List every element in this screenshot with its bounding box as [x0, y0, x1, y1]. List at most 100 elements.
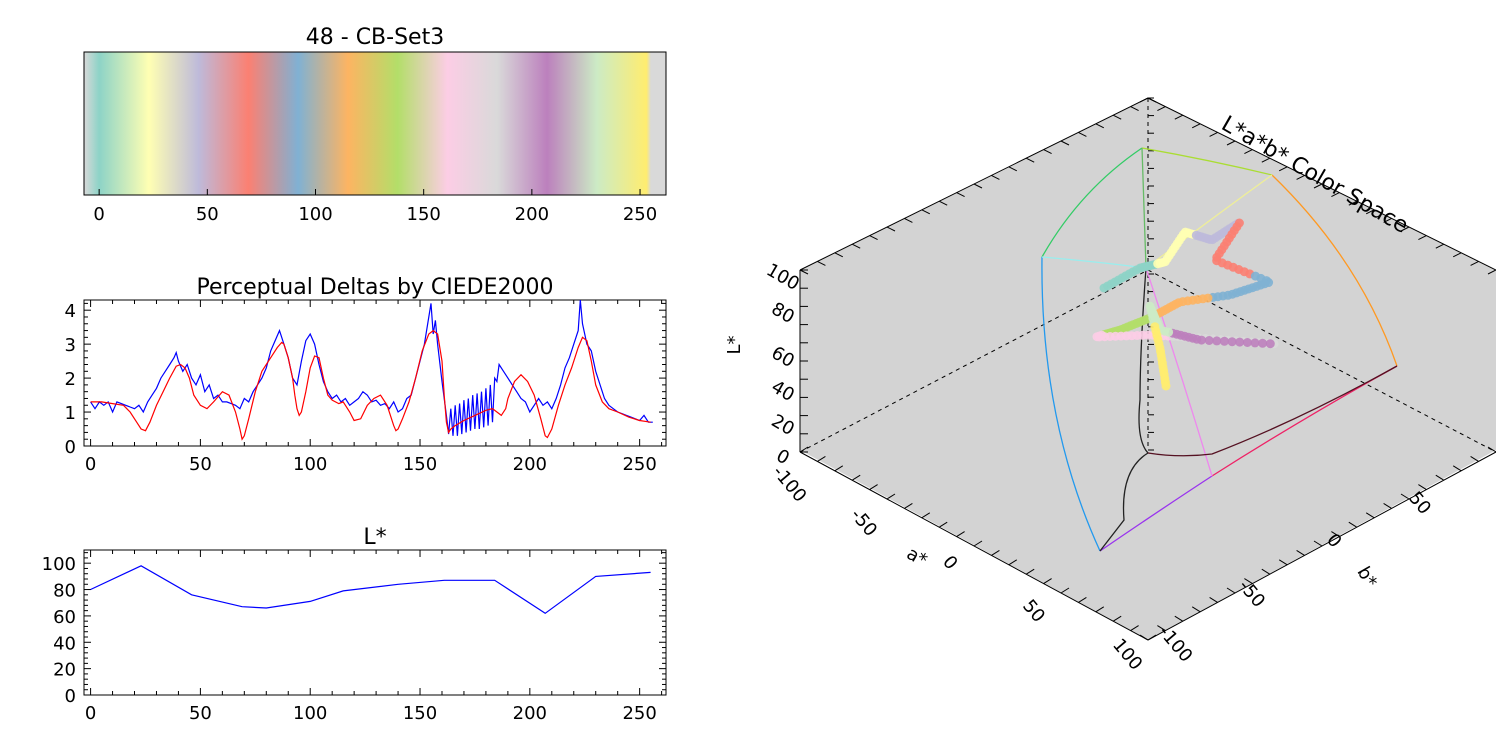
lightness-series: [90, 565, 651, 615]
lab-bottom-left-tick: [851, 474, 861, 481]
lightness-x-tick-label: 0: [85, 703, 96, 724]
lab-top-right-tick: [1174, 114, 1184, 120]
lab-colormap-points: [1092, 218, 1279, 391]
lab-bottom-right-tick: [1400, 493, 1410, 500]
a-tick-label: 100: [1108, 635, 1146, 675]
lab-bottom-left-tick: [886, 493, 896, 500]
lab-bottom-left-tick: [1147, 634, 1157, 641]
lab-3d-panel: L*a*b* Color Space L* a* b* 020406080100…: [724, 97, 1496, 675]
gamut-edge-cyan-blue: [1041, 256, 1101, 552]
lab-bottom-left-tick: [921, 512, 931, 519]
lab-bottom-right-tick: [1487, 446, 1496, 453]
delta-x-tick-label: 100: [293, 454, 327, 475]
delta-y-tick-label: 4: [65, 301, 76, 322]
lab-top-left-tick: [851, 243, 861, 249]
lightness-x-tick-label: 150: [403, 703, 437, 724]
lab-bottom-right-tick: [1365, 512, 1375, 519]
delta-chart-title: Perceptual Deltas by CIEDE2000: [196, 275, 553, 300]
lightness-x-tick-label: 200: [513, 703, 547, 724]
lab-bottom-right-tick: [1157, 625, 1166, 632]
lab-bottom-left-tick: [1130, 625, 1139, 632]
lab-top-right-tick: [1487, 269, 1496, 275]
lab-bottom-left-tick: [799, 446, 809, 453]
lab-bottom-left-tick: [1008, 559, 1018, 566]
colorbar-x-axis: 0 50 100 150 200 250: [93, 189, 657, 225]
lab-bottom-right-tick: [1470, 455, 1479, 462]
lab-bottom-right-tick: [1313, 540, 1323, 547]
lab-bottom-left-tick: [904, 502, 913, 509]
lab-point: [1219, 336, 1229, 346]
lab-top-left-tick: [921, 209, 931, 215]
a-tick-label: -100: [768, 462, 810, 507]
lab-bottom-left-tick: [1095, 606, 1105, 613]
delta-x-tick-label: 250: [622, 454, 656, 475]
lab-top-left-tick: [1008, 166, 1018, 172]
lightness-chart-title: L*: [363, 525, 386, 550]
lab-top-left-tick: [956, 192, 965, 198]
lab-top-right-tick: [1452, 252, 1462, 258]
lab-point: [1204, 336, 1214, 345]
lab-top-right-tick: [1226, 140, 1236, 146]
lab-bottom-right-tick: [1435, 474, 1445, 481]
lab-top-left-tick: [1043, 149, 1052, 155]
lab-top-right-tick: [1348, 200, 1358, 206]
lightness-y-tick-label: 40: [53, 633, 76, 654]
lab-bottom-left-tick: [991, 549, 1000, 556]
lab-top-right-tick: [1157, 106, 1166, 112]
lab-bottom-left-tick: [973, 540, 983, 547]
colorbar-x-tick-label: 0: [93, 204, 104, 225]
lab-bottom-right-tick: [1418, 484, 1427, 491]
gamut-edge-blue-magenta: [1099, 475, 1213, 552]
gamut-edge-yellow-red: [1271, 174, 1398, 367]
lab-bottom-left-tick: [817, 455, 826, 462]
a-tick-label: -50: [846, 505, 881, 541]
a-axis-label: a*: [903, 543, 931, 571]
b-axis-label: b*: [1353, 563, 1381, 591]
delta-panel: Perceptual Deltas by CIEDE2000 0 50 100 150…: [65, 275, 667, 475]
colorbar-title: 48 - CB-Set3: [306, 25, 444, 50]
lightness-x-tick-label: 250: [622, 703, 656, 724]
lightness-series-line-0: [90, 565, 651, 615]
delta-axes: 0 50 100 150 200 250 0 1 2 3 4: [65, 300, 666, 475]
delta-y-tick-label: 3: [65, 335, 76, 356]
lab-top-right-tick: [1261, 157, 1271, 163]
lab-top-left-tick: [1147, 97, 1157, 103]
delta-x-tick-label: 50: [189, 454, 212, 475]
lightness-y-tick-label: 20: [53, 660, 76, 681]
lab-top-right-tick: [1418, 235, 1427, 241]
lab-top-left-tick: [991, 174, 1000, 180]
lab-bottom-right-tick: [1331, 531, 1340, 538]
lightness-axes: 0 50 100 150 200 250 0 20 40 60 80 100: [42, 550, 666, 724]
lab-top-right-tick: [1470, 260, 1479, 266]
lab-bottom-left-tick: [834, 465, 844, 472]
lab-bottom-left-tick: [1112, 615, 1122, 622]
l-tick-label: 100: [763, 260, 803, 295]
lightness-x-tick-label: 100: [293, 703, 327, 724]
colorbar-gradient: [83, 51, 667, 196]
lightness-y-tick-label: 100: [42, 554, 76, 575]
delta-x-tick-label: 200: [513, 454, 547, 475]
lab-bottom-right-tick: [1383, 502, 1392, 509]
lab-top-right-tick: [1244, 149, 1253, 155]
lab-top-right-tick: [1400, 226, 1410, 232]
colorbar-panel: 48 - CB-Set3 0 50 100 150 200 250: [83, 25, 667, 225]
lab-bottom-right-tick: [1226, 587, 1236, 594]
lab-top-right-tick: [1278, 166, 1288, 172]
delta-series: [90, 299, 653, 441]
lightness-y-tick-label: 60: [53, 607, 76, 628]
lab-top-left-tick: [1060, 140, 1070, 146]
a-tick-label: 50: [1018, 596, 1049, 627]
lab-top-left-tick: [904, 217, 913, 223]
lab-bottom-right-tick: [1139, 634, 1149, 641]
lab-bottom-left-tick: [956, 531, 965, 538]
lab-bottom-right-tick: [1209, 596, 1218, 603]
lab-floor: [800, 270, 1496, 640]
l-axis-label: L*: [724, 335, 745, 354]
lightness-y-tick-label: 0: [65, 686, 76, 707]
delta-y-tick-label: 1: [65, 403, 76, 424]
lab-top-left-tick: [1095, 123, 1105, 129]
colorbar-x-tick-label: 250: [623, 204, 657, 225]
gamut-edge-white-magenta: [1145, 267, 1213, 477]
l-tick-label: 80: [768, 298, 798, 328]
